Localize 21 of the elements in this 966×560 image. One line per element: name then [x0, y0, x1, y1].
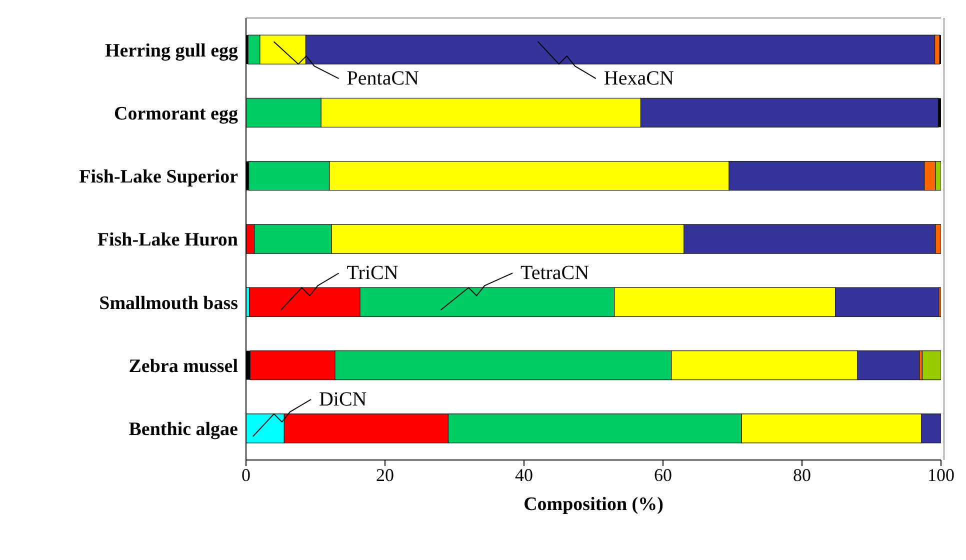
series-label: PentaCN — [346, 68, 419, 90]
x-tick-label: 40 — [515, 464, 533, 485]
y-tick-label: Benthic algae — [128, 419, 238, 440]
series-label: HexaCN — [604, 68, 674, 90]
x-tick-label: 80 — [793, 464, 811, 485]
y-tick-label: Fish-Lake Superior — [79, 166, 239, 188]
series-label: DiCN — [318, 388, 367, 410]
x-tick-label: 60 — [654, 464, 672, 485]
x-tick-label: 20 — [376, 464, 394, 485]
y-tick-label: Zebra mussel — [128, 356, 238, 378]
bar — [922, 350, 941, 380]
series-label: TetraCN — [520, 262, 590, 284]
y-tick-label: Fish-Lake Huron — [97, 230, 238, 251]
bar — [938, 98, 941, 128]
series-label: TriCN — [346, 262, 398, 284]
x-tick-label: 100 — [928, 464, 954, 485]
y-tick-label: Smallmouth bass — [99, 292, 238, 314]
x-tick-label: 0 — [242, 464, 250, 485]
x-axis-title: Composition (%) — [524, 494, 664, 515]
y-tick-label: Herring gull egg — [105, 40, 238, 62]
y-tick-label: Cormorant egg — [114, 103, 238, 124]
